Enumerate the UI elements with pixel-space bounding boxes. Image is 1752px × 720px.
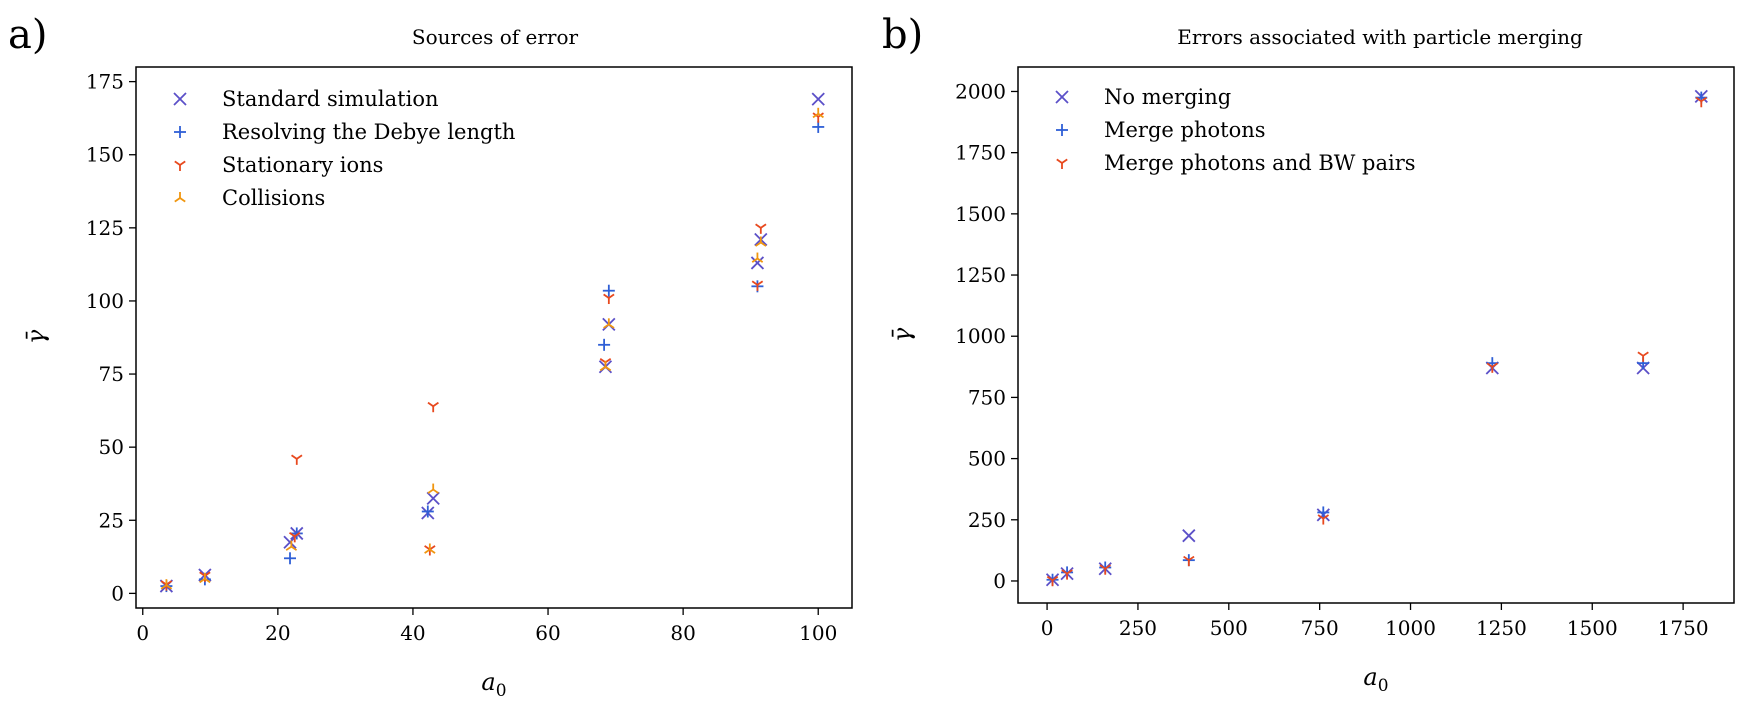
b-series-2-point-1 (1061, 569, 1073, 580)
panel-a-title: Sources of error (412, 25, 579, 49)
a-ytick-label-2: 50 (99, 435, 124, 459)
panel-a-label: a) (8, 12, 47, 58)
a-series-2-point-8 (751, 280, 764, 291)
b-xtick-label-4: 1000 (1385, 616, 1436, 640)
b-series-2-point-2 (1099, 564, 1111, 575)
a-series-3-point-1 (199, 572, 211, 584)
b-ytick-label-2: 500 (968, 447, 1006, 471)
a-series-3-point-5 (599, 360, 612, 372)
a-series-1-point-6 (602, 284, 615, 297)
b-series-2-point-6 (1637, 351, 1649, 362)
a-xtick-label-4: 80 (670, 621, 695, 645)
b-legend-marker-0 (1055, 90, 1069, 104)
a-ytick-label-0: 0 (111, 581, 124, 605)
a-ytick-label-6: 150 (86, 143, 124, 167)
b-xtick-label-5: 1250 (1476, 616, 1527, 640)
a-series-0-point-8 (750, 256, 765, 270)
a-ytick-label-4: 100 (86, 289, 124, 313)
a-xtick-label-1: 20 (265, 621, 290, 645)
b-series-2-point-4 (1317, 514, 1330, 525)
a-legend-label-1: Resolving the Debye length (222, 120, 515, 144)
b-ytick-label-8: 2000 (955, 79, 1006, 103)
b-legend-label-0: No merging (1104, 85, 1231, 109)
b-series-0-point-3 (1182, 529, 1196, 543)
panel-b: b) Errors associated with particle mergi… (882, 12, 1735, 696)
panel-b-points (1045, 89, 1708, 587)
b-ytick-label-6: 1500 (955, 202, 1006, 226)
a-series-3-point-7 (751, 252, 764, 263)
a-ytick-label-3: 75 (99, 362, 124, 386)
a-series-2-point-3 (291, 454, 303, 465)
a-series-3-point-9 (812, 107, 824, 119)
a-xtick-label-2: 40 (400, 621, 425, 645)
b-series-2-point-7 (1695, 96, 1708, 108)
panel-b-ticks: 0 250 500 750 1000 1250 1500 1750 0 250 500 750 1000… (955, 79, 1708, 640)
b-xtick-label-2: 500 (1210, 616, 1248, 640)
a-series-1-point-3 (290, 527, 303, 540)
b-xtick-label-0: 0 (1041, 616, 1054, 640)
panel-b-xlabel: a0 (1363, 663, 1388, 696)
a-series-1-point-4 (421, 505, 434, 518)
a-series-3-point-4 (427, 483, 439, 494)
a-xtick-label-0: 0 (136, 621, 149, 645)
a-series-2-point-9 (755, 223, 767, 234)
a-series-1-point-5 (598, 338, 611, 351)
b-series-2-point-0 (1046, 575, 1059, 587)
b-series-2-point-5 (1486, 362, 1499, 373)
b-xtick-label-1: 250 (1119, 616, 1157, 640)
b-series-1-point-4 (1317, 506, 1330, 519)
panel-a-plot-area (135, 66, 853, 609)
panel-a-xlabel: a0 (481, 668, 506, 701)
a-series-3-point-6 (603, 318, 615, 329)
a-series-2-point-7 (603, 293, 615, 305)
b-legend-marker-2 (1056, 158, 1068, 169)
a-xtick-label-5: 100 (799, 621, 837, 645)
a-ytick-label-1: 25 (99, 508, 124, 532)
b-legend-marker-1 (1056, 124, 1068, 136)
a-series-3-point-3 (424, 543, 436, 554)
a-series-1-point-2 (284, 552, 297, 565)
b-ytick-label-0: 0 (993, 569, 1006, 593)
a-legend-label-2: Stationary ions (222, 153, 383, 177)
b-ytick-label-3: 750 (968, 385, 1006, 409)
a-series-2-point-2 (289, 532, 301, 543)
a-series-3-point-2 (285, 540, 298, 551)
panel-a: a) Sources of error 0 20 40 60 80 100 0 25 50 75 1… (8, 12, 853, 701)
panel-a-legend: Standard simulation Resolving the Debye l… (173, 87, 515, 210)
panel-a-ylabel: γ̄ (22, 329, 50, 344)
a-legend-marker-3 (174, 192, 186, 203)
b-ytick-label-1: 250 (968, 508, 1006, 532)
a-series-2-point-5 (427, 401, 439, 413)
a-series-3-point-8 (755, 236, 767, 247)
b-ytick-label-4: 1000 (955, 324, 1006, 348)
panel-b-title: Errors associated with particle merging (1177, 25, 1583, 49)
panel-a-ticks: 0 20 40 60 80 100 0 25 50 75 100 125 150 175 (86, 70, 838, 645)
a-xtick-label-3: 60 (535, 621, 560, 645)
a-legend-label-0: Standard simulation (222, 87, 438, 111)
a-legend-marker-1 (174, 126, 186, 138)
b-legend-label-1: Merge photons (1104, 118, 1266, 142)
panel-b-plot-area (1017, 66, 1735, 604)
a-series-1-point-8 (812, 120, 825, 133)
b-legend-label-2: Merge photons and BW pairs (1104, 151, 1416, 175)
a-legend-marker-2 (174, 160, 186, 171)
panel-b-label: b) (882, 12, 923, 58)
b-xtick-label-3: 750 (1301, 616, 1339, 640)
b-xtick-label-7: 1750 (1658, 616, 1709, 640)
b-ytick-label-7: 1750 (955, 141, 1006, 165)
b-ytick-label-5: 1250 (955, 263, 1006, 287)
a-legend-marker-0 (173, 92, 187, 106)
a-series-3-point-0 (160, 579, 173, 590)
b-xtick-label-6: 1500 (1567, 616, 1618, 640)
b-series-2-point-3 (1183, 555, 1195, 567)
panel-b-legend: No merging Merge photons Merge photons and… (1055, 85, 1416, 175)
a-series-0-point-5 (426, 491, 440, 505)
a-ytick-label-5: 125 (86, 216, 124, 240)
a-legend-label-3: Collisions (222, 186, 325, 210)
panel-b-ylabel: γ̄ (888, 327, 916, 342)
panel-a-points (159, 92, 825, 593)
a-series-0-point-10 (811, 92, 825, 106)
a-ytick-label-7: 175 (86, 70, 124, 94)
